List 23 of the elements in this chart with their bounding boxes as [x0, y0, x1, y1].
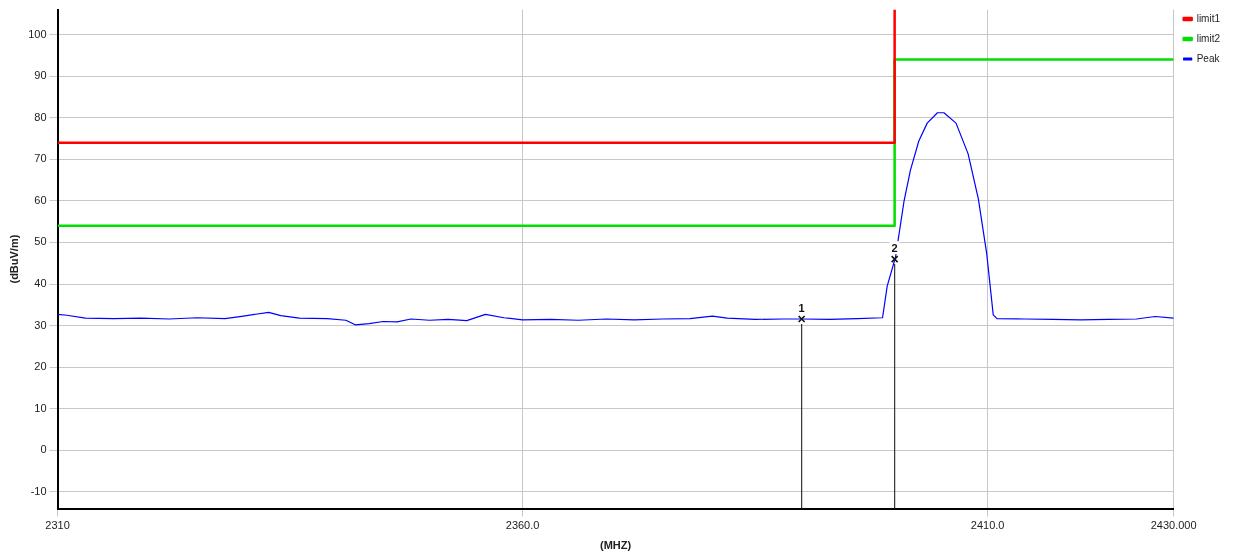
y-tick-label: 90	[34, 69, 47, 82]
x-tick-label: 2430.000	[1150, 519, 1197, 532]
legend-label: Peak	[1196, 52, 1221, 64]
annotation: 1	[798, 301, 805, 314]
x-tick-label: 2360.0	[505, 519, 540, 532]
y-tick-label: -10	[30, 485, 47, 497]
annotation: 2	[891, 241, 898, 254]
y-tick-label: 0	[40, 443, 47, 456]
y-tick-label: 10	[34, 401, 47, 414]
legend-label: limit1	[1196, 12, 1221, 24]
legend-label: limit2	[1196, 32, 1221, 44]
y-tick-label: 30	[34, 318, 47, 331]
y-tick-label: 80	[34, 110, 47, 123]
y-axis-title: (dBuV/m)	[7, 234, 20, 284]
x-axis-title: (MHZ)	[600, 539, 632, 552]
x-tick-label: 2310	[45, 519, 70, 532]
x-tick-label: 2410.0	[970, 519, 1005, 532]
y-tick-label: 70	[34, 152, 47, 165]
y-tick-label: 60	[34, 193, 47, 206]
y-tick-label: 40	[34, 277, 47, 290]
y-tick-label: 50	[34, 235, 47, 248]
y-tick-label: 20	[34, 360, 47, 373]
y-tick-label: 100	[28, 27, 47, 40]
